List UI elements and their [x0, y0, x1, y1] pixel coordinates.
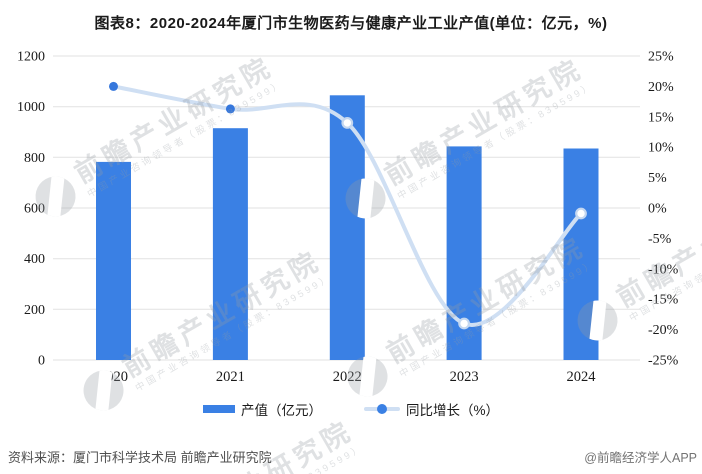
right-axis-tick-label: 5% — [648, 171, 667, 186]
data-point-2021 — [225, 104, 235, 114]
right-axis-tick-label: -5% — [648, 232, 672, 247]
left-axis-tick-label: 0 — [38, 354, 45, 369]
legend-item-yoy-growth: 同比增长（%） — [363, 399, 499, 419]
left-axis-tick-label: 1000 — [17, 100, 45, 115]
left-axis-tick-label: 800 — [24, 151, 45, 166]
right-axis-tick-label: 20% — [648, 80, 674, 95]
legend-item-output-value: 产值（亿元） — [202, 399, 322, 419]
left-axis-tick-label: 200 — [24, 303, 45, 318]
right-axis-tick-label: -20% — [648, 323, 679, 338]
x-axis-label-2024: 2024 — [567, 369, 597, 385]
bar-2021 — [212, 128, 248, 360]
left-axis-tick-label: 1200 — [17, 50, 45, 65]
x-axis-label-2022: 2022 — [333, 369, 362, 385]
data-point-2022 — [341, 116, 354, 129]
data-point-2023 — [458, 317, 471, 330]
data-source-note: 资料来源：厦门市科学技术局 前瞻产业研究院 — [8, 450, 272, 465]
right-axis-tick-label: 0% — [648, 202, 667, 217]
data-point-2024 — [575, 207, 587, 220]
chart-legend: 产值（亿元） 同比增长（%） — [0, 399, 702, 419]
right-axis-tick-label: 10% — [648, 141, 674, 156]
left-axis-tick-label: 400 — [24, 252, 45, 267]
x-axis-label-2021: 2021 — [216, 369, 245, 385]
bar-series-swatch — [202, 405, 235, 413]
line-series-swatch — [363, 404, 400, 414]
legend-label: 同比增长（%） — [405, 403, 499, 418]
left-axis-tick-label: 600 — [24, 202, 45, 217]
right-axis-tick-label: 25% — [648, 50, 674, 65]
bar-2024 — [563, 148, 599, 360]
brand-credit: @前瞻经济学人APP — [584, 451, 697, 465]
right-axis-tick-label: -25% — [648, 354, 679, 369]
right-axis-tick-label: -10% — [648, 262, 679, 277]
legend-label: 产值（亿元） — [240, 403, 322, 418]
right-axis-tick-label: 15% — [648, 110, 674, 125]
x-axis-label-2023: 2023 — [450, 369, 479, 385]
x-axis-label-2020: 2020 — [99, 369, 128, 385]
bar-2020 — [96, 161, 131, 360]
line-marker-icon — [376, 404, 387, 414]
chart-title: 图表8：2020-2024年厦门市生物医药与健康产业工业产值(单位：亿元，%) — [94, 15, 608, 32]
yoy-growth-line — [111, 84, 583, 327]
right-axis-tick-label: -15% — [648, 293, 679, 308]
data-point-2020 — [109, 81, 118, 91]
